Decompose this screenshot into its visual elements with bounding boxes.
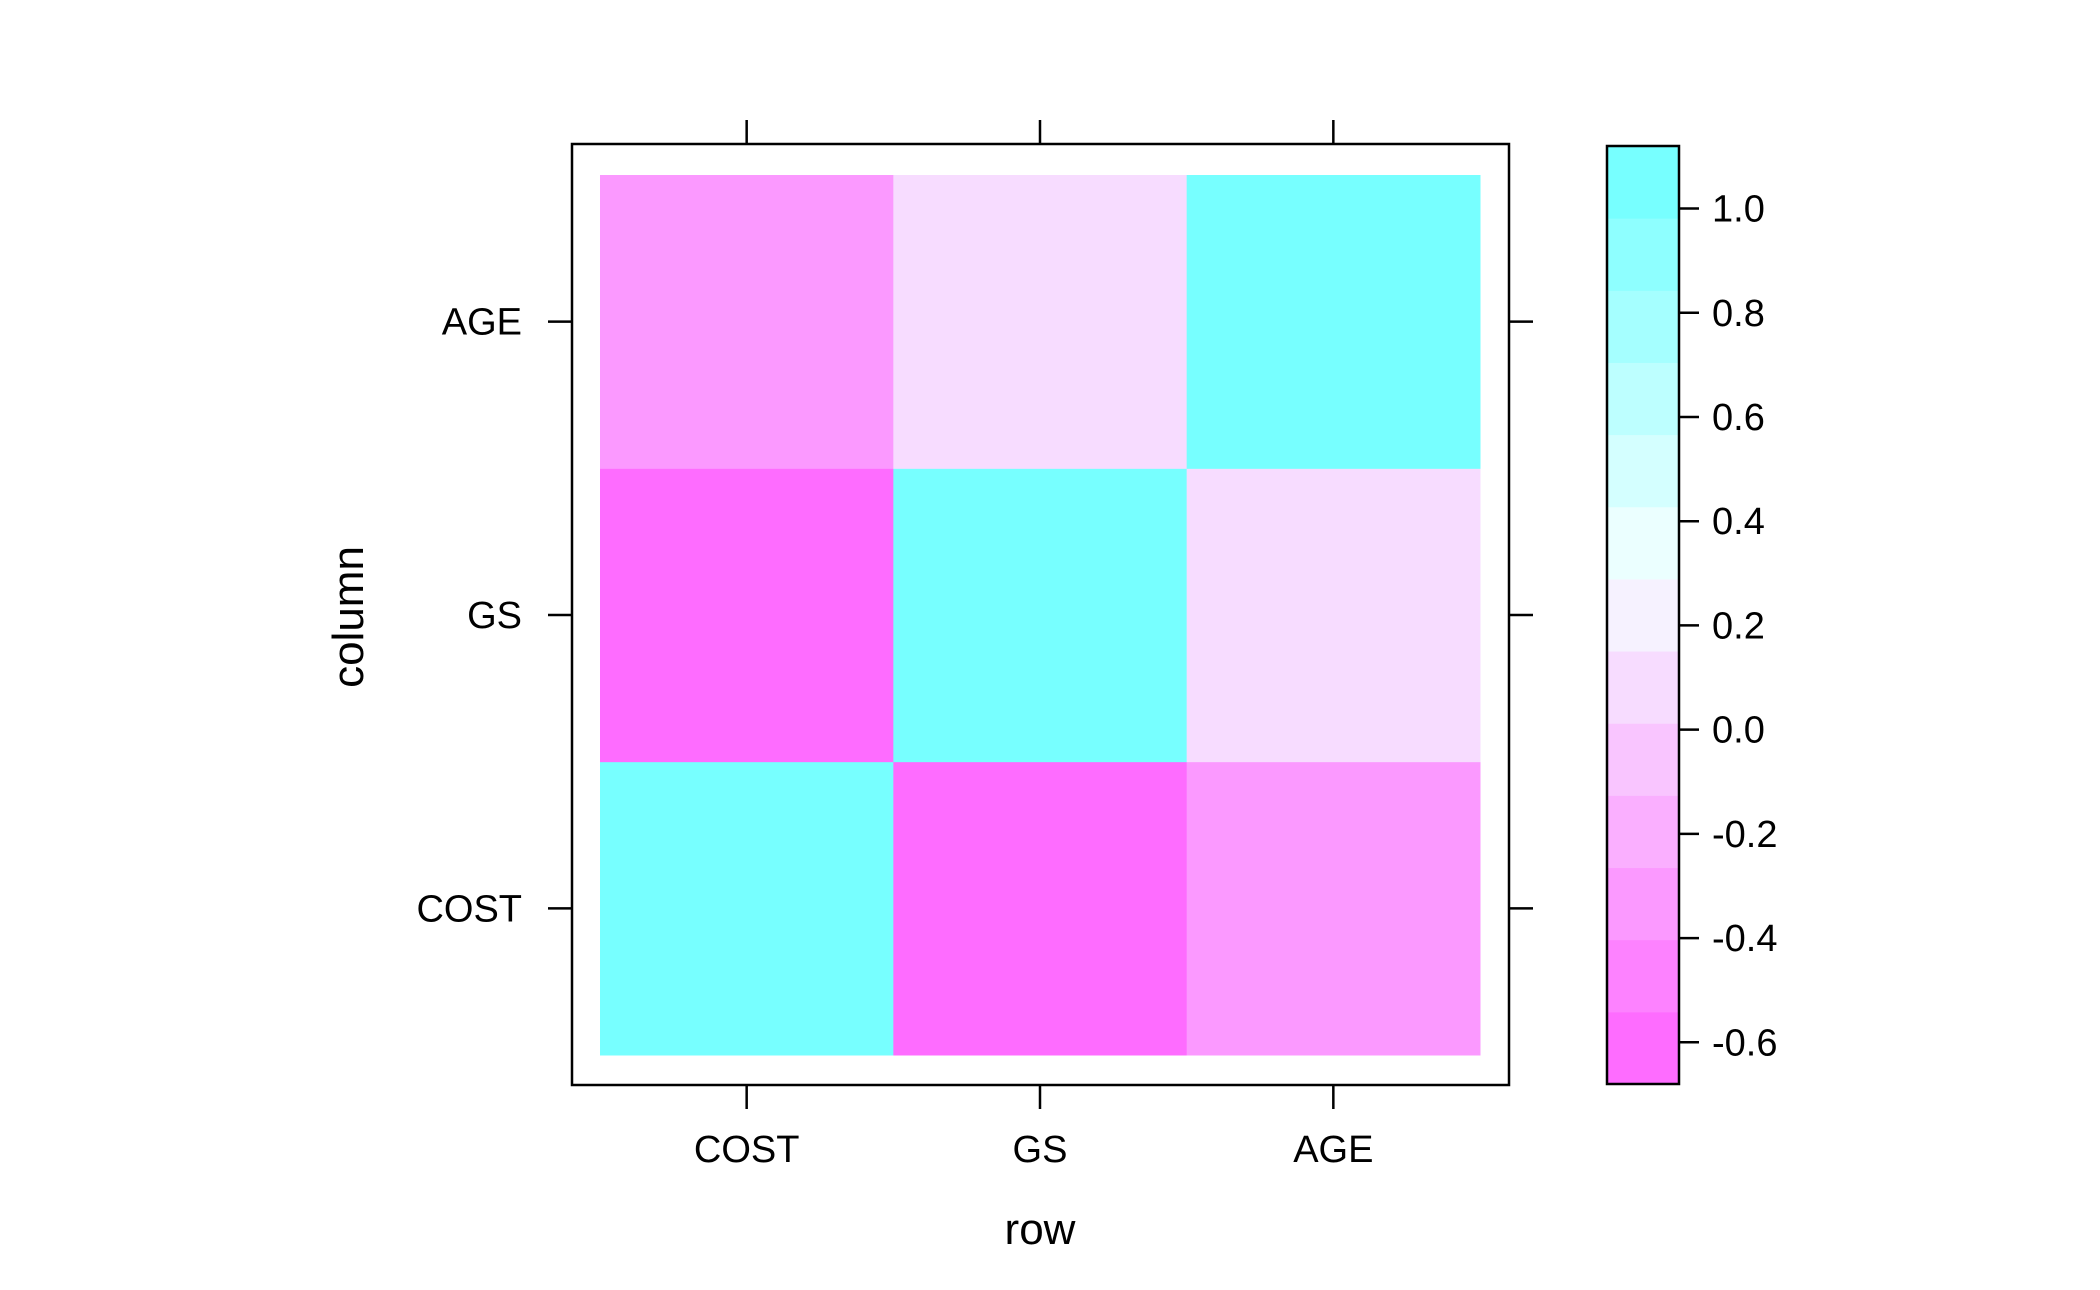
x-tick-labels: COST GS AGE bbox=[694, 1129, 1374, 1171]
colorbar-frame bbox=[1605, 144, 1681, 1086]
axis-ticks bbox=[548, 120, 1533, 1109]
colorbar-tick-label: 1.0 bbox=[1712, 189, 1765, 231]
colorbar-bin bbox=[1607, 362, 1679, 436]
heatmap-cell bbox=[600, 468, 894, 763]
x-tick-label: GS bbox=[1013, 1129, 1068, 1171]
heatmap-cell bbox=[1186, 761, 1481, 1056]
colorbar-bin bbox=[1607, 290, 1679, 363]
colorbar-tick-label: 0.0 bbox=[1712, 710, 1765, 752]
colorbar-bin bbox=[1607, 867, 1679, 941]
colorbar-tick-label: -0.4 bbox=[1712, 918, 1777, 960]
colorbar-tick-label: 0.2 bbox=[1712, 605, 1765, 647]
colorbar-tick-label: -0.6 bbox=[1712, 1022, 1777, 1064]
heatmap-cell bbox=[893, 468, 1188, 763]
x-tick-label: AGE bbox=[1293, 1129, 1373, 1171]
colorbar-bin bbox=[1607, 506, 1679, 580]
colorbar-bin bbox=[1607, 578, 1679, 652]
colorbar-bin bbox=[1607, 723, 1679, 796]
colorbar-tick-label: -0.2 bbox=[1712, 814, 1777, 856]
heatmap-cell bbox=[600, 175, 894, 469]
y-tick-label: GS bbox=[467, 595, 522, 637]
x-axis-label: row bbox=[1005, 1205, 1076, 1254]
x-tick-label: COST bbox=[694, 1129, 800, 1171]
colorbar-tick-label: 0.4 bbox=[1712, 501, 1765, 543]
colorbar-bin bbox=[1607, 218, 1679, 291]
heatmap-cells bbox=[600, 175, 1481, 1056]
colorbar-bin bbox=[1607, 1011, 1679, 1085]
y-tick-labels: COST GS AGE bbox=[416, 302, 522, 931]
colorbar-tick-label: 0.6 bbox=[1712, 397, 1765, 439]
y-tick-label: AGE bbox=[442, 302, 522, 344]
y-axis-label: column bbox=[324, 546, 373, 688]
colorbar-ticks: -0.6 -0.4 -0.2 0.0 0.2 0.4 0.6 0.8 1.0 bbox=[1679, 189, 1777, 1064]
heatmap-cell bbox=[600, 761, 894, 1056]
heatmap-cell bbox=[1186, 175, 1481, 469]
colorbar-bin bbox=[1607, 146, 1679, 219]
heatmap-cell bbox=[893, 761, 1188, 1056]
colorbar-bin bbox=[1607, 434, 1679, 508]
colorbar-tick-label: 0.8 bbox=[1712, 293, 1765, 335]
heatmap-cell bbox=[1186, 468, 1481, 763]
colorbar-bin bbox=[1607, 795, 1679, 869]
colorbar-bin bbox=[1607, 939, 1679, 1013]
colorbar bbox=[1607, 146, 1679, 1085]
colorbar-bin bbox=[1607, 651, 1679, 724]
heatmap-cell bbox=[893, 175, 1188, 469]
y-tick-label: COST bbox=[416, 888, 522, 930]
